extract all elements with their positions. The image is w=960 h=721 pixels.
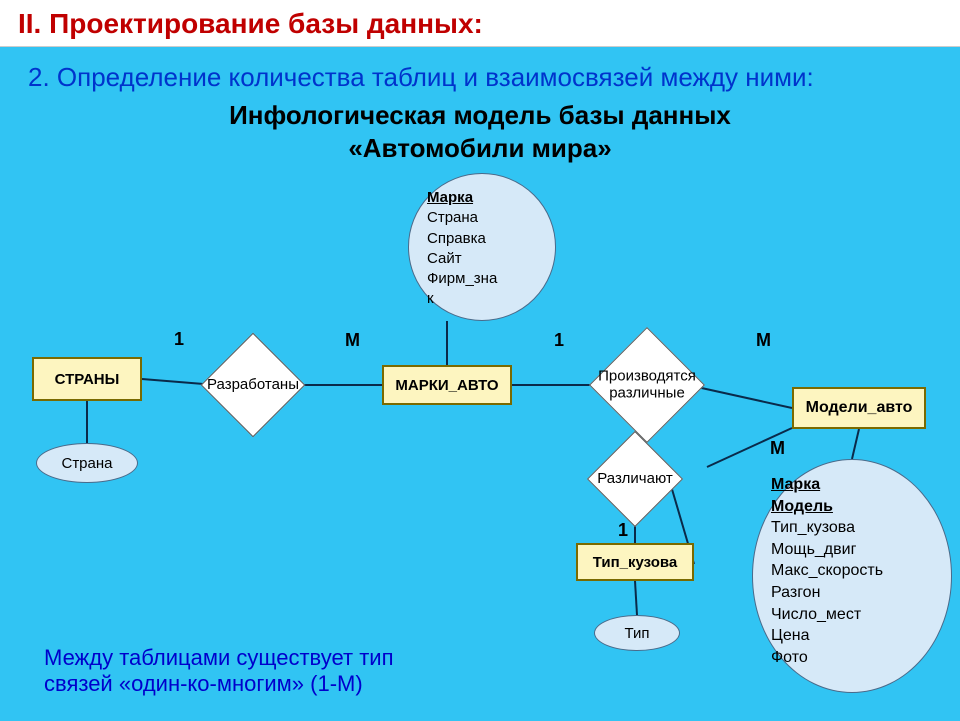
relation-produced: Производятся различные (606, 344, 688, 426)
entity-body: Тип_кузова (576, 543, 694, 581)
header: II. Проектирование базы данных: (0, 0, 960, 47)
model-attributes: МаркаМодельТип_кузоваМощь_двигМакс_скоро… (752, 459, 952, 693)
entity-models: Модели_авто (792, 387, 926, 429)
relation-developed: Разработаны (216, 348, 290, 422)
cardinality-label: M (770, 438, 785, 459)
page-title: II. Проектирование базы данных: (18, 8, 942, 40)
relation-distinguish: Различают (601, 445, 669, 513)
attribute-type: Тип (594, 615, 680, 651)
cardinality-label: 1 (554, 330, 564, 351)
relation-label: Разработаны (201, 377, 305, 394)
cardinality-label: 1 (174, 329, 184, 350)
cardinality-label: 1 (618, 520, 628, 541)
entity-brands: МАРКИ_АВТО (382, 365, 512, 405)
cardinality-label: M (756, 330, 771, 351)
diagram-canvas: 2. Определение количества таблиц и взаим… (0, 47, 960, 721)
section-subtitle: 2. Определение количества таблиц и взаим… (28, 62, 814, 93)
entity-countries: СТРАНЫ (32, 357, 142, 401)
attribute-country: Страна (36, 443, 138, 483)
footer-note: Между таблицами существует тип связей «о… (44, 645, 394, 697)
relation-label: Различают (587, 471, 682, 488)
model-title-line1: Инфологическая модель базы данных (229, 100, 731, 130)
model-title: Инфологическая модель базы данных «Автом… (0, 99, 960, 164)
brand-attributes: МаркаСтранаСправкаСайтФирм_знак (408, 173, 556, 321)
footer-line1: Между таблицами существует тип (44, 645, 394, 670)
model-title-line2: «Автомобили мира» (348, 133, 611, 163)
relation-label: Производятся различные (590, 369, 705, 402)
footer-line2: связей «один-ко-многим» (1-М) (44, 671, 363, 696)
cardinality-label: M (345, 330, 360, 351)
